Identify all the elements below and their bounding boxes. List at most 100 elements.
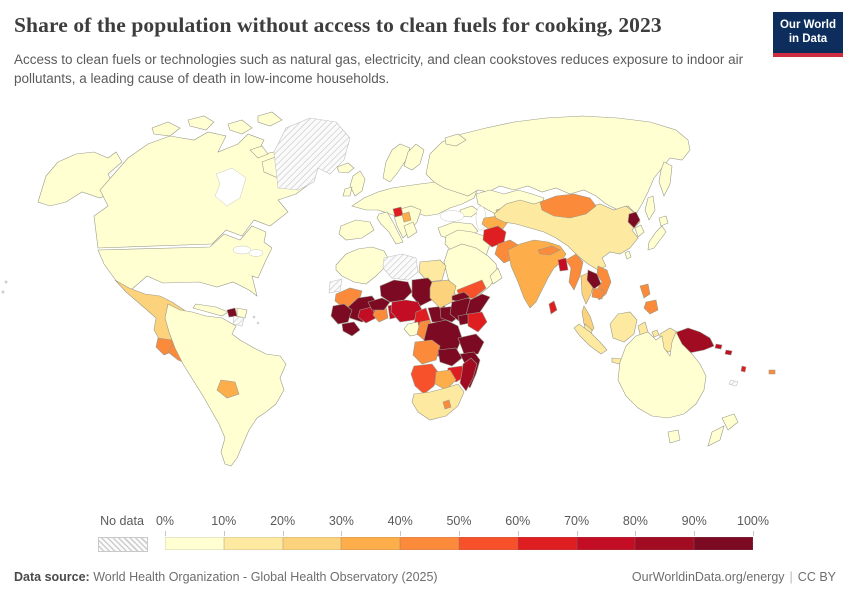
legend-tick-mark (459, 531, 460, 536)
legend-bin-80-90[interactable] (635, 537, 695, 550)
country-philippines-luzon[interactable] (639, 283, 651, 299)
country-new-zealand-north[interactable] (721, 413, 739, 431)
country-philippines-mindanao[interactable] (643, 299, 659, 315)
legend-bin-20-30[interactable] (282, 537, 342, 550)
country-laos[interactable] (586, 269, 602, 290)
country-western-sahara[interactable] (328, 278, 343, 294)
legend-tick-mark (576, 531, 578, 536)
country-north-korea[interactable] (627, 211, 641, 229)
country-tasmania[interactable] (667, 429, 681, 444)
country-spain[interactable] (338, 219, 375, 241)
legend-tick-mark (341, 531, 343, 536)
country-libya[interactable] (382, 253, 419, 281)
country-greenland[interactable] (273, 117, 351, 191)
country-kamchatka[interactable] (658, 161, 673, 197)
country-french-guiana[interactable] (232, 315, 245, 327)
caribbean-islands2 (256, 321, 260, 325)
country-taiwan[interactable] (624, 250, 632, 260)
country-united-kingdom[interactable] (349, 170, 366, 197)
country-botswana[interactable] (434, 369, 457, 391)
country-lesotho[interactable] (442, 399, 452, 410)
country-oman[interactable] (489, 267, 503, 285)
country-bangladesh[interactable] (557, 257, 569, 272)
country-sudan[interactable] (429, 279, 457, 309)
legend-bin-60-70[interactable] (517, 537, 577, 550)
legend-bin-10-20[interactable] (223, 537, 283, 550)
country-cambodia[interactable] (591, 287, 605, 300)
country-usa[interactable] (97, 225, 273, 297)
legend-bin-30-40[interactable] (341, 537, 401, 550)
country-senegal-guinea[interactable] (330, 303, 353, 325)
legend-bin-40-50[interactable] (400, 537, 459, 550)
country-indonesia-sumatra[interactable] (573, 323, 608, 355)
chart-title: Share of the population without access t… (14, 13, 662, 37)
country-india[interactable] (507, 239, 567, 309)
country-scandinavia[interactable] (382, 143, 411, 183)
country-nepal[interactable] (537, 245, 561, 256)
country-japan-honshu[interactable] (647, 225, 667, 251)
license-link[interactable]: CC BY (797, 570, 836, 584)
country-south-korea[interactable] (634, 224, 645, 238)
caribbean-islands (252, 315, 256, 319)
legend-bin-90-100[interactable] (694, 537, 753, 550)
country-paraguay[interactable] (216, 379, 240, 399)
country-south-africa[interactable] (411, 383, 465, 421)
great-lakes (232, 245, 252, 255)
owid-logo[interactable]: Our World in Data (773, 12, 843, 57)
country-myanmar[interactable] (565, 253, 584, 291)
country-arctic-islands[interactable] (151, 111, 289, 179)
data-source-text[interactable]: World Health Organization - Global Healt… (93, 570, 438, 584)
country-gabon[interactable] (403, 321, 421, 337)
country-new-zealand-south[interactable] (707, 425, 725, 447)
country-angola[interactable] (412, 339, 441, 365)
country-fiji[interactable] (768, 369, 776, 375)
country-bosnia[interactable] (392, 206, 404, 218)
country-namibia[interactable] (410, 363, 439, 395)
owid-link[interactable]: OurWorldinData.org/energy (631, 570, 785, 584)
country-madagascar[interactable] (459, 357, 478, 392)
country-new-caledonia[interactable] (728, 379, 739, 387)
country-novaya-zemlya[interactable] (444, 133, 467, 147)
country-cote-divoire[interactable] (357, 306, 377, 324)
country-haiti[interactable] (226, 307, 238, 318)
country-tanzania[interactable] (457, 333, 485, 355)
legend-bin-70-80[interactable] (576, 537, 636, 550)
country-greece[interactable] (403, 221, 418, 239)
country-ireland[interactable] (342, 186, 353, 197)
country-italy[interactable] (376, 211, 404, 245)
legend-tick-label: 60% (505, 514, 531, 528)
great-lakes-east (248, 249, 264, 257)
country-albania-north-macedonia[interactable] (401, 211, 412, 223)
legend-no-data-swatch[interactable] (98, 537, 148, 552)
legend-tick-label: 20% (270, 514, 296, 528)
legend-tick-label: 0% (155, 514, 175, 528)
legend-tick-label: 90% (681, 514, 707, 528)
legend-tick-label: 50% (446, 514, 472, 528)
country-indonesia-kalimantan[interactable] (609, 311, 638, 343)
country-iceland[interactable] (336, 162, 355, 174)
country-australia[interactable] (617, 331, 707, 419)
country-kenya[interactable] (467, 311, 488, 333)
country-zambia[interactable] (437, 347, 463, 367)
country-solomon-islands[interactable] (714, 343, 733, 356)
country-sri-lanka[interactable] (548, 300, 558, 315)
country-dominican-republic[interactable] (236, 307, 248, 319)
country-vanuatu[interactable] (740, 365, 747, 373)
country-niger[interactable] (379, 279, 413, 303)
country-mongolia[interactable] (539, 193, 597, 219)
country-finland[interactable] (403, 143, 425, 171)
country-burkina-faso[interactable] (367, 297, 391, 311)
country-sakhalin[interactable] (644, 195, 656, 221)
country-egypt[interactable] (418, 259, 447, 283)
country-japan-hokkaido[interactable] (658, 215, 669, 227)
country-canada[interactable] (93, 131, 313, 249)
country-cuba[interactable] (192, 303, 229, 317)
black-sea (439, 210, 465, 222)
legend-bin-0-10[interactable] (165, 537, 224, 550)
country-sierra-leone-liberia[interactable] (341, 321, 361, 337)
owid-logo-accent (773, 52, 843, 57)
legend-tick-mark (400, 531, 402, 536)
legend-bin-50-60[interactable] (459, 537, 518, 550)
country-north-africa[interactable] (335, 246, 389, 285)
